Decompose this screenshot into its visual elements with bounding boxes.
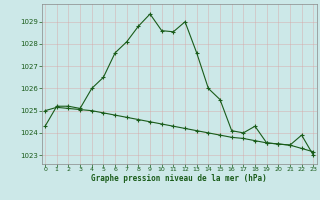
X-axis label: Graphe pression niveau de la mer (hPa): Graphe pression niveau de la mer (hPa) xyxy=(91,174,267,183)
